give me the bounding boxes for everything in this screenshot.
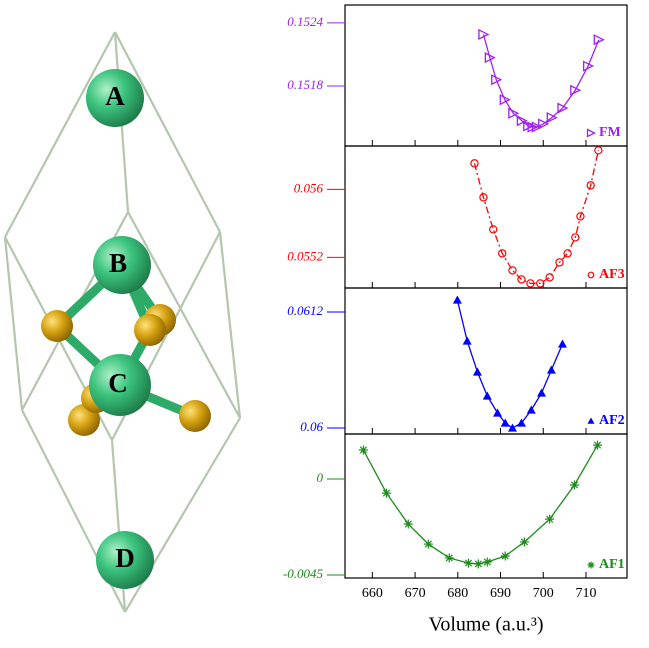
y-tick-label: 0.0552: [287, 248, 323, 263]
fit-line: [456, 299, 564, 429]
marker: [500, 551, 510, 561]
legend-marker: [586, 128, 596, 138]
y-tick-label: 0.1518: [287, 77, 323, 92]
marker: [536, 279, 545, 288]
marker: [526, 405, 536, 414]
legend-label: AF1: [599, 557, 625, 572]
marker: [444, 553, 454, 563]
marker: [531, 121, 543, 133]
marker: [358, 445, 368, 455]
marker: [470, 159, 479, 168]
y-tick-label: 0.06: [300, 419, 323, 434]
marker: [582, 60, 595, 72]
legend-label: AF2: [599, 413, 625, 428]
marker: [538, 118, 550, 130]
marker: [593, 440, 603, 450]
marker: [576, 212, 585, 221]
marker: [570, 84, 582, 96]
marker: [489, 225, 498, 234]
marker: [498, 249, 507, 258]
marker: [479, 193, 488, 202]
atom-label: C: [108, 368, 128, 398]
y-tick-label: 0.1524: [287, 14, 323, 29]
marker: [478, 28, 490, 41]
marker: [463, 558, 473, 568]
marker: [516, 418, 526, 427]
x-tick-label: 670: [405, 586, 426, 601]
marker: [537, 388, 547, 397]
y-tick-label: 0.056: [294, 180, 324, 195]
marker: [545, 514, 555, 524]
legend-marker: [587, 417, 595, 424]
marker: [484, 52, 496, 64]
marker: [545, 273, 554, 282]
marker: [508, 266, 517, 275]
marker: [571, 233, 580, 242]
marker: [472, 367, 482, 376]
x-tick-label: 700: [533, 586, 554, 601]
marker: [516, 115, 528, 127]
marker: [452, 295, 462, 304]
y-tick-label: -0.0045: [283, 566, 324, 581]
x-tick-label: 660: [362, 586, 383, 601]
marker: [507, 423, 517, 432]
x-axis-label: Volume (a.u.³): [428, 614, 543, 636]
y-tick-label: 0.0612: [287, 303, 323, 318]
marker: [517, 275, 526, 284]
x-tick-label: 690: [490, 586, 511, 601]
plot-frame: [344, 145, 628, 289]
marker: [462, 336, 472, 345]
marker: [473, 559, 483, 569]
fit-line: [482, 34, 600, 128]
marker: [381, 488, 391, 498]
marker: [491, 74, 503, 86]
y-tick-label: 0: [317, 470, 324, 485]
marker: [500, 418, 510, 427]
marker: [499, 94, 511, 106]
legend-marker: [587, 271, 595, 279]
marker: [482, 557, 492, 567]
legend-marker: [587, 561, 595, 569]
marker: [557, 102, 569, 114]
atoms: [41, 69, 211, 589]
plot-frame: [344, 4, 628, 147]
marker: [519, 537, 529, 547]
marker: [557, 339, 567, 348]
legend-label: AF3: [599, 267, 625, 282]
marker: [508, 107, 520, 119]
marker: [594, 146, 603, 155]
x-tick-label: 710: [575, 586, 596, 601]
fit-line: [362, 444, 599, 565]
plot-frame: [344, 433, 628, 579]
atom-label: A: [105, 81, 125, 111]
marker: [586, 181, 595, 190]
plot-frame: [344, 287, 628, 435]
x-tick-label: 680: [447, 586, 468, 601]
marker: [526, 279, 535, 288]
marker: [423, 539, 433, 549]
marker: [563, 249, 572, 258]
fit-line: [473, 150, 600, 285]
atom-label: B: [109, 248, 127, 278]
marker: [593, 34, 605, 46]
marker: [569, 480, 579, 490]
marker: [546, 365, 556, 374]
marker: [493, 408, 503, 417]
marker: [555, 258, 564, 267]
legend-label: FM: [599, 125, 621, 140]
marker: [546, 112, 558, 124]
atom-label: D: [115, 543, 135, 573]
marker: [403, 519, 413, 529]
marker: [482, 391, 492, 400]
